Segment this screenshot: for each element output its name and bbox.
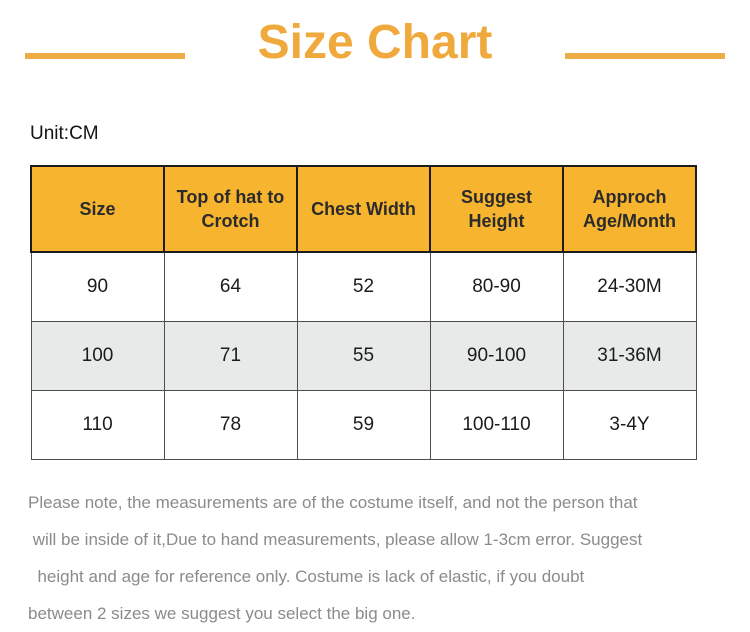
note-line: height and age for reference only. Costu… bbox=[28, 567, 585, 586]
note-paragraph: Please note, the measurements are of the… bbox=[28, 484, 738, 632]
note-line: between 2 sizes we suggest you select th… bbox=[28, 604, 416, 623]
note-line: Please note, the measurements are of the… bbox=[28, 493, 638, 512]
page-title: Size Chart bbox=[257, 16, 493, 69]
title-divider-left bbox=[25, 53, 185, 59]
note-line: will be inside of it,Due to hand measure… bbox=[28, 530, 643, 549]
table-cell: 90-100 bbox=[429, 321, 564, 391]
table-row: 100 71 55 90-100 31-36M bbox=[30, 321, 697, 391]
table-cell: 78 bbox=[163, 390, 298, 460]
column-header-size: Size bbox=[30, 165, 165, 253]
table-cell: 100-110 bbox=[429, 390, 564, 460]
table-row: 90 64 52 80-90 24-30M bbox=[30, 251, 697, 322]
column-header-suggest-height: Suggest Height bbox=[429, 165, 564, 253]
table-cell: 100 bbox=[30, 321, 165, 391]
table-cell: 55 bbox=[296, 321, 431, 391]
table-cell: 71 bbox=[163, 321, 298, 391]
column-header-top-of-hat-to-crotch: Top of hat to Crotch bbox=[163, 165, 298, 253]
table-row: 110 78 59 100-110 3-4Y bbox=[30, 390, 697, 460]
unit-label: Unit:CM bbox=[30, 123, 99, 144]
table-cell: 52 bbox=[296, 251, 431, 322]
column-header-chest-width: Chest Width bbox=[296, 165, 431, 253]
table-cell: 80-90 bbox=[429, 251, 564, 322]
table-cell: 31-36M bbox=[562, 321, 697, 391]
column-header-approch-age-month: Approch Age/Month bbox=[562, 165, 697, 253]
size-chart-table: Size Top of hat to Crotch Chest Width Su… bbox=[30, 165, 697, 460]
table-cell: 3-4Y bbox=[562, 390, 697, 460]
table-cell: 110 bbox=[30, 390, 165, 460]
table-cell: 59 bbox=[296, 390, 431, 460]
table-cell: 64 bbox=[163, 251, 298, 322]
table-cell: 24-30M bbox=[562, 251, 697, 322]
title-divider-right bbox=[565, 53, 725, 59]
table-cell: 90 bbox=[30, 251, 165, 322]
table-header-row: Size Top of hat to Crotch Chest Width Su… bbox=[30, 165, 697, 253]
